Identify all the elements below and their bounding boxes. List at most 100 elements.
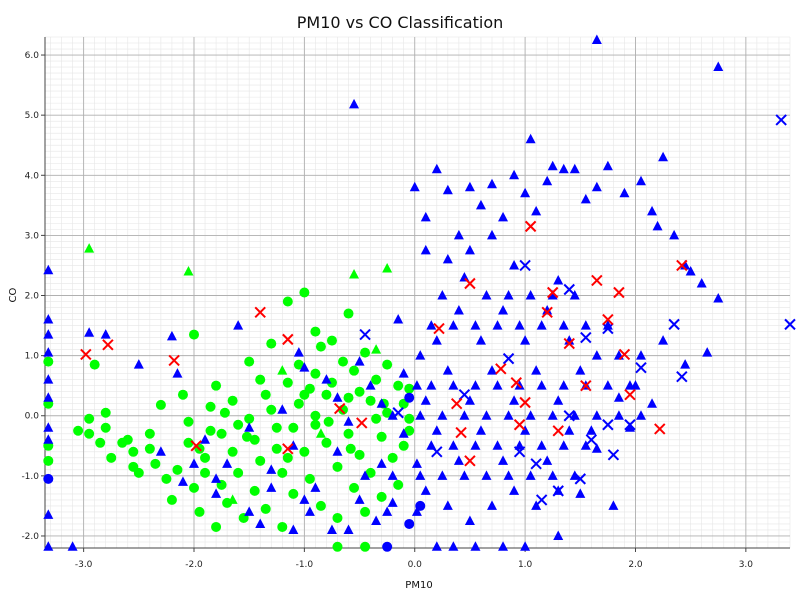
- blue-triangle-point: [310, 482, 321, 492]
- blue-triangle-point: [100, 329, 111, 339]
- green-circle-point: [73, 425, 84, 436]
- blue-triangle-point: [426, 380, 437, 390]
- y-tick-label: 1.0: [25, 352, 40, 362]
- green-circle-point: [404, 413, 415, 424]
- blue-x-point: [552, 485, 564, 497]
- blue-triangle-point: [43, 422, 54, 432]
- red-x-point: [282, 333, 294, 346]
- blue-triangle-point: [569, 290, 580, 300]
- blue-triangle-point: [509, 169, 520, 180]
- red-x-point: [654, 423, 666, 435]
- blue-circle-point: [43, 473, 54, 484]
- blue-triangle-point: [411, 380, 422, 390]
- green-circle-point: [293, 359, 304, 370]
- blue-x-point: [784, 318, 796, 331]
- green-circle-point: [310, 326, 321, 337]
- blue-triangle-point: [713, 293, 724, 303]
- blue-triangle-point: [398, 368, 409, 378]
- blue-triangle-point: [43, 434, 54, 444]
- blue-triangle-point: [475, 199, 486, 210]
- red-x-point: [524, 220, 537, 233]
- blue-triangle-point: [542, 305, 553, 315]
- green-circle-point: [205, 425, 216, 436]
- x-axis-label: PM10: [405, 580, 432, 591]
- green-circle-point: [150, 458, 161, 469]
- blue-triangle-point: [365, 380, 376, 390]
- green-circle-point: [326, 335, 337, 346]
- blue-triangle-point: [553, 274, 564, 285]
- green-circle-point: [249, 485, 260, 496]
- green-circle-point: [266, 404, 277, 415]
- blue-triangle-point: [420, 395, 431, 405]
- green-circle-point: [219, 407, 230, 418]
- green-circle-point: [343, 392, 354, 403]
- blue-triangle-point: [431, 541, 442, 551]
- green-circle-point: [360, 506, 371, 517]
- blue-triangle-point: [222, 458, 233, 468]
- green-triangle-point: [84, 243, 95, 253]
- blue-triangle-point: [255, 518, 266, 528]
- blue-x-point: [563, 410, 575, 422]
- blue-triangle-point: [448, 541, 459, 551]
- blue-triangle-point: [211, 473, 222, 483]
- blue-triangle-point: [553, 395, 564, 405]
- green-circle-point: [271, 422, 282, 433]
- green-circle-point: [323, 416, 334, 427]
- blue-triangle-point: [431, 335, 442, 345]
- red-x-point: [541, 306, 553, 319]
- green-circle-point: [255, 455, 266, 466]
- green-circle-point: [43, 455, 54, 466]
- green-circle-point: [255, 374, 266, 385]
- red-x-point: [580, 379, 592, 392]
- y-tick-label: 3.0: [25, 231, 40, 241]
- blue-triangle-point: [531, 365, 542, 375]
- green-circle-point: [166, 494, 177, 505]
- green-circle-point: [205, 401, 216, 412]
- green-circle-point: [332, 541, 343, 552]
- green-circle-point: [241, 431, 252, 442]
- blue-triangle-point: [43, 329, 54, 339]
- red-x-point: [254, 306, 266, 319]
- blue-triangle-point: [43, 392, 54, 402]
- green-circle-point: [161, 473, 172, 484]
- blue-triangle-point: [492, 380, 503, 390]
- green-circle-point: [349, 365, 360, 376]
- blue-triangle-point: [349, 98, 360, 109]
- blue-triangle-point: [569, 163, 580, 174]
- blue-triangle-point: [43, 264, 54, 275]
- blue-triangle-point: [591, 443, 602, 453]
- blue-triangle-point: [481, 470, 492, 480]
- green-circle-point: [266, 338, 277, 349]
- blue-x-point: [607, 449, 620, 461]
- blue-triangle-point: [520, 541, 531, 551]
- blue-triangle-point: [326, 524, 337, 534]
- blue-triangle-point: [503, 290, 514, 300]
- blue-triangle-point: [613, 410, 624, 420]
- green-circle-point: [249, 434, 260, 445]
- blue-triangle-point: [470, 440, 481, 450]
- blue-triangle-point: [658, 151, 669, 162]
- blue-triangle-point: [442, 500, 453, 510]
- blue-triangle-point: [669, 229, 680, 240]
- green-circle-point: [117, 437, 128, 448]
- blue-triangle-point: [470, 380, 481, 390]
- green-circle-point: [299, 446, 310, 457]
- y-tick-label: -2.0: [21, 532, 39, 542]
- blue-triangle-point: [387, 497, 398, 507]
- green-circle-point: [233, 467, 244, 478]
- green-circle-point: [288, 422, 299, 433]
- blue-triangle-point: [442, 184, 453, 195]
- blue-x-point: [519, 259, 531, 272]
- y-axis-ticks: -2.0 -1.0 0.0 1.0 2.0 3.0 4.0 5.0 6.0: [21, 51, 45, 542]
- green-circle-point: [200, 467, 211, 478]
- green-circle-point: [293, 398, 304, 409]
- x-tick-label: 2.0: [628, 560, 643, 570]
- x-tick-label: 0.0: [408, 560, 423, 570]
- blue-circle-point: [404, 518, 415, 529]
- blue-triangle-point: [702, 347, 713, 357]
- blue-triangle-point: [332, 392, 343, 402]
- blue-triangle-point: [564, 425, 575, 435]
- blue-triangle-point: [531, 205, 542, 216]
- blue-triangle-point: [459, 410, 470, 420]
- green-circle-point: [321, 389, 332, 400]
